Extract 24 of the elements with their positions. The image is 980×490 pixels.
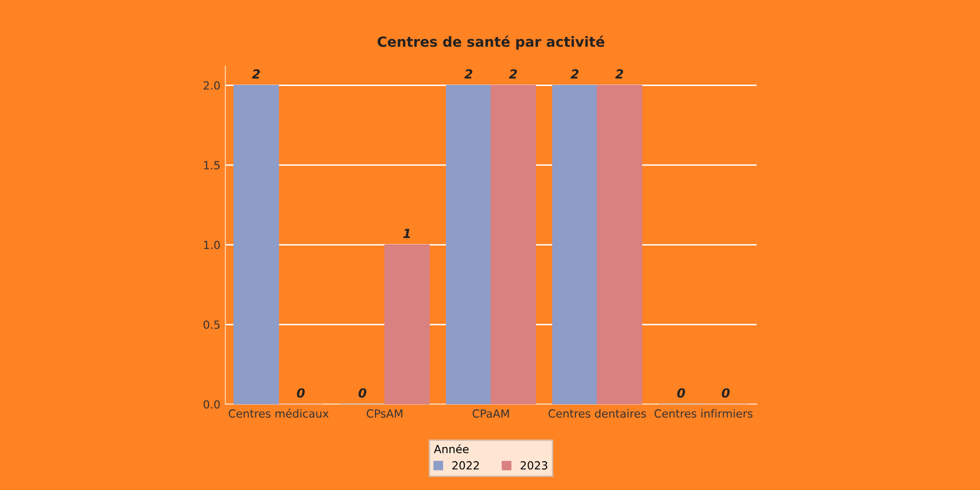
text: 1.5 [204,161,220,170]
data-label: 0 [296,388,305,398]
data-label: 0 [722,388,730,398]
x-tick-label: CPaAM [472,409,509,418]
data-label: 2 [509,69,517,79]
data-label: 0 [358,388,366,398]
data-label: 0 [677,388,686,398]
data-label: 2 [252,69,260,79]
x-tick-label: Centres infirmiers [654,409,752,418]
text: 0.0 [204,400,220,409]
legend-label: 2022 [452,461,479,470]
legend-label: 2023 [520,461,548,470]
data-label: 2 [615,69,624,79]
data-label: 1 [403,228,410,238]
x-tick-label: Centres médicaux [228,408,329,418]
text: 1.0 [204,240,220,250]
data-label: 2 [464,69,472,79]
chart-title: Centres de santé par activité [378,36,604,50]
data-label: 2 [570,69,579,79]
x-tick-label: CPsAM [366,409,402,418]
legend-title: Année [434,444,469,454]
text: 2.0 [204,81,220,90]
text: 0.5 [204,320,220,329]
x-tick-label: Centres dentaires [548,409,646,418]
